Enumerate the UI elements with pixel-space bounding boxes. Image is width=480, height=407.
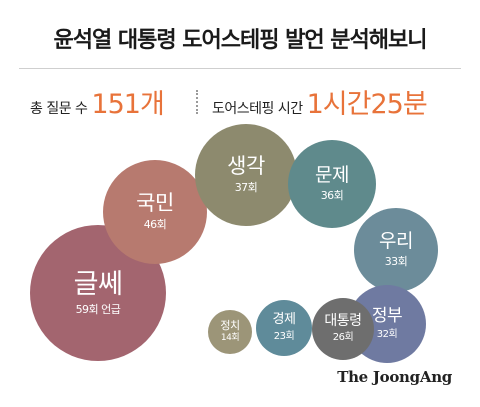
- bubble-word: 글쎄: [73, 269, 123, 301]
- stat-row: 총 질문 수 151개 도어스테핑 시간 1시간25분: [0, 82, 480, 120]
- doorstep-time-stat: 도어스테핑 시간 1시간25분: [212, 82, 428, 121]
- total-questions-stat: 총 질문 수 151개: [30, 82, 165, 121]
- bubble-count: 33회: [384, 255, 408, 269]
- bubble-word: 정부: [371, 306, 403, 327]
- doorstep-time-value: 1시간25분: [306, 89, 428, 120]
- bubble-word: 국민: [136, 191, 174, 216]
- bubble-daetongnyeong: 대통령 26회: [312, 298, 374, 360]
- bubble-uri: 우리 33회: [354, 208, 438, 292]
- bubble-count: 46회: [143, 218, 167, 232]
- chart-title: 윤석열 대통령 도어스테핑 발언 분석해보니: [53, 28, 428, 53]
- bubble-word: 대통령: [324, 312, 362, 329]
- bubble-word: 우리: [379, 230, 413, 253]
- bubble-count: 23회: [273, 330, 295, 342]
- bubble-count: 26회: [332, 332, 354, 344]
- bubble-count: 32회: [376, 328, 398, 340]
- bubble-gyeongje: 경제 23회: [256, 300, 312, 356]
- publisher-credit: The JoongAng: [337, 368, 452, 386]
- doorstep-time-label: 도어스테핑 시간: [212, 101, 303, 117]
- bubble-count: 37회: [234, 181, 258, 195]
- bubble-jeongchi: 정치 14회: [208, 310, 252, 354]
- bubble-count: 59회 언급: [75, 302, 121, 316]
- bubble-saenggak: 생각 37회: [195, 124, 297, 226]
- bubble-count: 36회: [320, 189, 344, 203]
- bubble-count: 14회: [220, 333, 240, 344]
- bubble-word: 경제: [272, 312, 296, 328]
- bubble-munje: 문제 36회: [288, 140, 376, 228]
- bubble-word: 정치: [220, 319, 240, 333]
- bubble-gukmin: 국민 46회: [103, 160, 207, 264]
- stat-divider: [196, 90, 198, 114]
- total-questions-value: 151개: [91, 89, 164, 120]
- title-divider: [19, 68, 461, 69]
- total-questions-label: 총 질문 수: [30, 101, 88, 117]
- bubble-word: 문제: [315, 164, 349, 187]
- bubble-word: 생각: [227, 154, 265, 179]
